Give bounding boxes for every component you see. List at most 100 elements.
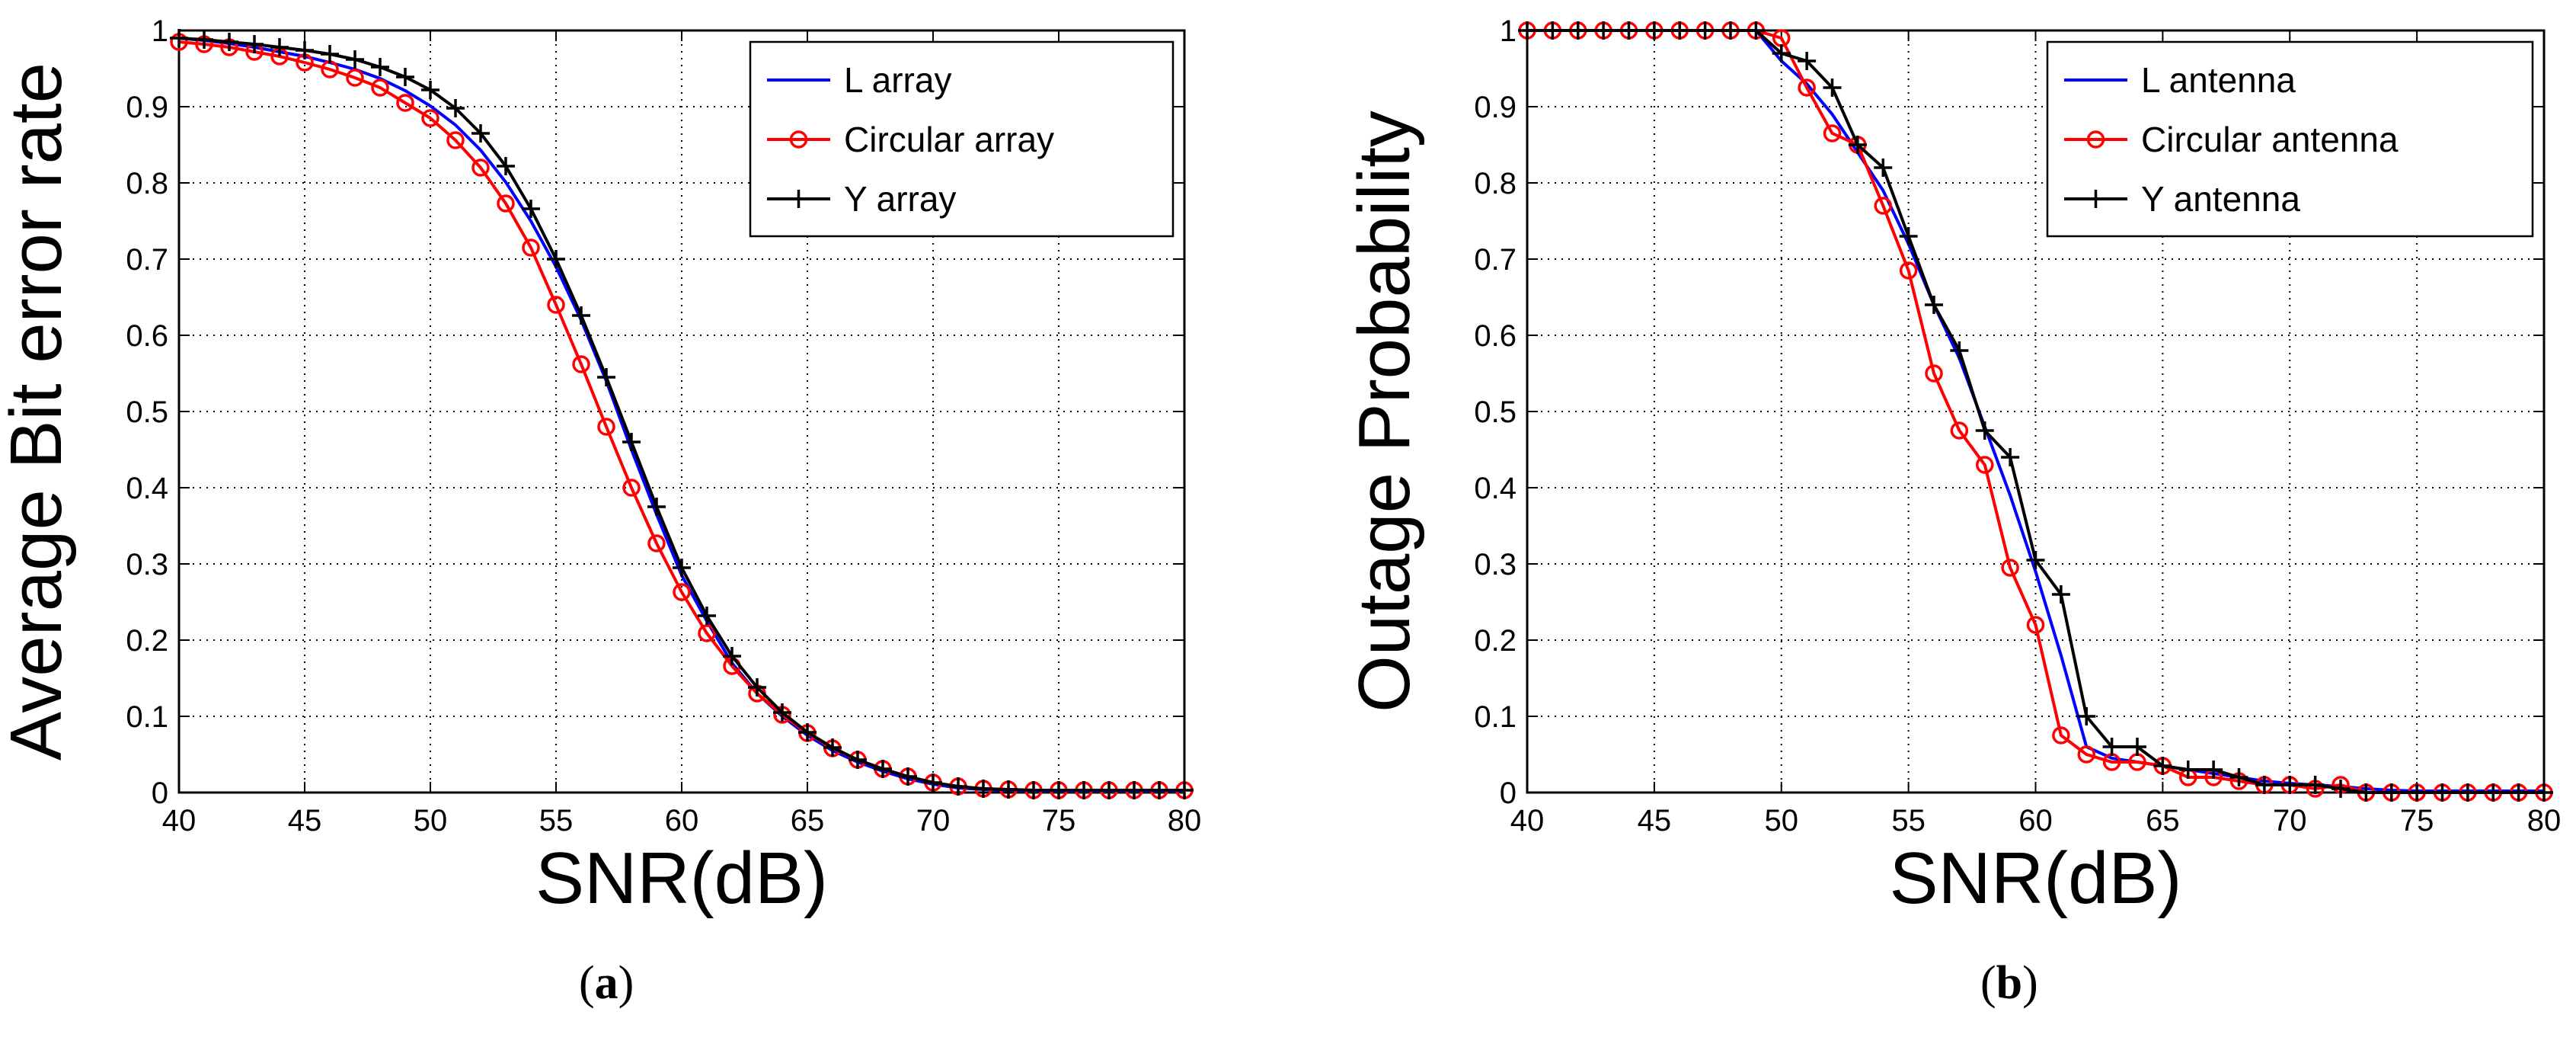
data-point-plus <box>1925 296 1943 314</box>
y-tick-label: 0.5 <box>1474 396 1517 429</box>
data-point-circle <box>2077 745 2095 764</box>
data-point-plus <box>170 29 188 47</box>
data-point-plus <box>2306 776 2325 794</box>
data-point-plus <box>2535 783 2553 802</box>
y-tick-label: 0.1 <box>1474 700 1517 734</box>
y-tick-label: 0.6 <box>126 319 168 353</box>
data-point-plus <box>1950 341 1969 360</box>
data-point-circle <box>346 69 364 87</box>
data-point-plus <box>2357 783 2376 802</box>
data-point-circle <box>1823 124 1842 143</box>
data-point-plus <box>2484 783 2503 802</box>
y-tick-label: 1 <box>152 14 168 48</box>
x-tick-label: 45 <box>1638 804 1672 837</box>
data-point-plus <box>2509 783 2528 802</box>
data-point-circle <box>446 131 465 149</box>
data-point-plus <box>346 50 364 69</box>
legend-label: Circular antenna <box>2141 120 2399 159</box>
data-point-plus <box>2001 448 2020 466</box>
data-point-plus <box>899 767 917 786</box>
data-point-plus <box>1721 21 1740 40</box>
x-tick-label: 70 <box>2273 804 2307 837</box>
y-tick-label: 0.5 <box>126 396 168 429</box>
data-point-plus <box>748 678 766 697</box>
x-tick-label: 40 <box>1510 804 1545 837</box>
data-point-plus <box>1874 159 1893 177</box>
data-point-plus <box>1075 781 1093 799</box>
legend-label: Y array <box>844 179 956 219</box>
data-point-plus <box>1175 781 1194 799</box>
data-point-plus <box>371 58 389 76</box>
data-point-circle <box>396 94 414 112</box>
y-tick-label: 0 <box>1500 777 1517 810</box>
x-tick-label: 75 <box>2400 804 2434 837</box>
data-point-plus <box>647 498 666 516</box>
y-tick-label: 0.9 <box>126 91 168 124</box>
y-axis-label: Average Bit error rate <box>0 62 77 761</box>
x-tick-label: 75 <box>1042 804 1076 837</box>
data-point-plus <box>2153 757 2172 775</box>
data-point-plus <box>245 35 264 53</box>
data-point-plus <box>974 780 992 798</box>
y-tick-label: 0.2 <box>126 624 168 658</box>
caption-a-label: a <box>594 957 618 1009</box>
data-point-plus <box>1594 21 1613 40</box>
caption-a: (a) <box>579 957 634 1009</box>
data-point-plus <box>924 773 942 792</box>
legend-swatch-plus <box>789 190 808 208</box>
y-tick-label: 1 <box>1500 14 1517 48</box>
y-tick-label: 0.8 <box>126 167 168 200</box>
data-point-plus <box>949 777 967 796</box>
y-tick-label: 0.4 <box>1474 472 1517 505</box>
chart-a: 40 45 50 55 60 65 70 75 80 0 0.1 0.2 0.3 0.4 0.5 0.6 0.7… <box>0 14 1201 919</box>
data-point-plus <box>1899 227 1918 245</box>
y-tick-label: 0.9 <box>1474 91 1517 124</box>
x-tick-label: 45 <box>288 804 322 837</box>
data-point-plus <box>2408 783 2427 802</box>
legend-label: Y antenna <box>2141 179 2300 219</box>
legend-label: Circular array <box>844 120 1054 159</box>
x-axis-label: SNR(dB) <box>535 837 828 919</box>
y-tick-label: 0.7 <box>1474 243 1517 277</box>
data-point-plus <box>220 33 238 51</box>
data-point-plus <box>296 41 314 59</box>
y-tick-label: 0 <box>152 777 168 810</box>
data-point-plus <box>823 738 842 757</box>
data-point-plus <box>1100 781 1118 799</box>
data-point-circle <box>421 109 439 127</box>
x-tick-label: 70 <box>916 804 951 837</box>
data-point-plus <box>723 647 741 665</box>
data-point-plus <box>522 200 540 218</box>
data-point-plus <box>849 751 867 769</box>
legend-swatch-circle <box>789 130 808 149</box>
data-point-circle <box>572 355 590 373</box>
data-point-plus <box>2433 783 2452 802</box>
axes-frame <box>1526 29 2546 794</box>
data-point-plus <box>1619 21 1638 40</box>
data-point-circle <box>647 534 666 552</box>
legend-box <box>2046 40 2534 238</box>
data-point-circle <box>622 479 641 497</box>
data-point-plus <box>1125 781 1143 799</box>
data-point-circle <box>1976 456 1994 474</box>
data-point-plus <box>2280 776 2300 794</box>
data-point-circle <box>1899 261 1918 280</box>
x-tick-label: 80 <box>1168 804 1202 837</box>
data-point-circle <box>522 239 540 257</box>
x-tick-label: 80 <box>2527 804 2562 837</box>
y-tick-label: 0.8 <box>1474 167 1517 200</box>
data-point-plus <box>2382 783 2401 802</box>
data-point-plus <box>1823 78 1842 97</box>
data-point-plus <box>2077 707 2096 725</box>
x-tick-label: 55 <box>1891 804 1926 837</box>
x-tick-label: 50 <box>1765 804 1799 837</box>
axes-frame <box>177 29 1186 794</box>
x-tick-label: 40 <box>162 804 197 837</box>
x-tick-label: 60 <box>665 804 699 837</box>
data-point-plus <box>874 760 892 778</box>
data-point-plus <box>999 780 1018 799</box>
data-point-circle <box>371 78 389 97</box>
caption-b: (b) <box>1980 957 2038 1009</box>
data-point-plus <box>1024 781 1043 799</box>
x-axis-label: SNR(dB) <box>1889 837 2181 919</box>
